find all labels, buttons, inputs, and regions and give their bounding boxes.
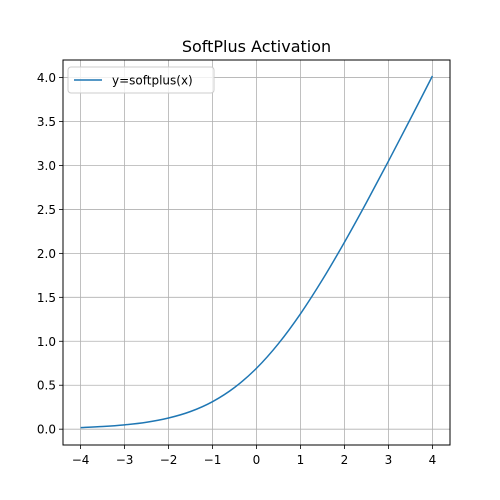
legend: y=softplus(x) <box>67 66 215 94</box>
y-tick-label: 1.5 <box>37 291 56 305</box>
x-tick-label: 0 <box>253 453 261 467</box>
x-tick-label: 3 <box>385 453 393 467</box>
y-tick-label: 0.0 <box>37 423 56 437</box>
x-tick-label: −3 <box>116 453 134 467</box>
series-line-softplus <box>80 75 434 429</box>
legend-box <box>67 66 215 94</box>
legend-entry-label: y=softplus(x) <box>112 74 193 88</box>
y-tick-label: 2.0 <box>37 247 56 261</box>
y-tick-label: 3.5 <box>37 115 56 129</box>
x-tick-label: 1 <box>297 453 305 467</box>
y-tick-label: 0.5 <box>37 379 56 393</box>
y-tick-label: 4.0 <box>37 71 56 85</box>
x-tick-label: 4 <box>429 453 437 467</box>
series-layer <box>80 75 434 429</box>
y-tick-label: 2.5 <box>37 203 56 217</box>
x-tick-label: 2 <box>341 453 349 467</box>
x-tick-label: −1 <box>204 453 222 467</box>
x-tick-label: −4 <box>72 453 90 467</box>
axis-ticks: −4 −3 −2 −1 0 1 2 3 4 0.0 0.5 1.0 1.5 2.0 2.5 3.0 3.5 4.0 <box>37 71 436 467</box>
chart-title: SoftPlus Activation <box>182 37 331 56</box>
grid <box>63 60 450 445</box>
y-tick-label: 3.0 <box>37 159 56 173</box>
y-tick-label: 1.0 <box>37 335 56 349</box>
x-tick-label: −2 <box>160 453 178 467</box>
